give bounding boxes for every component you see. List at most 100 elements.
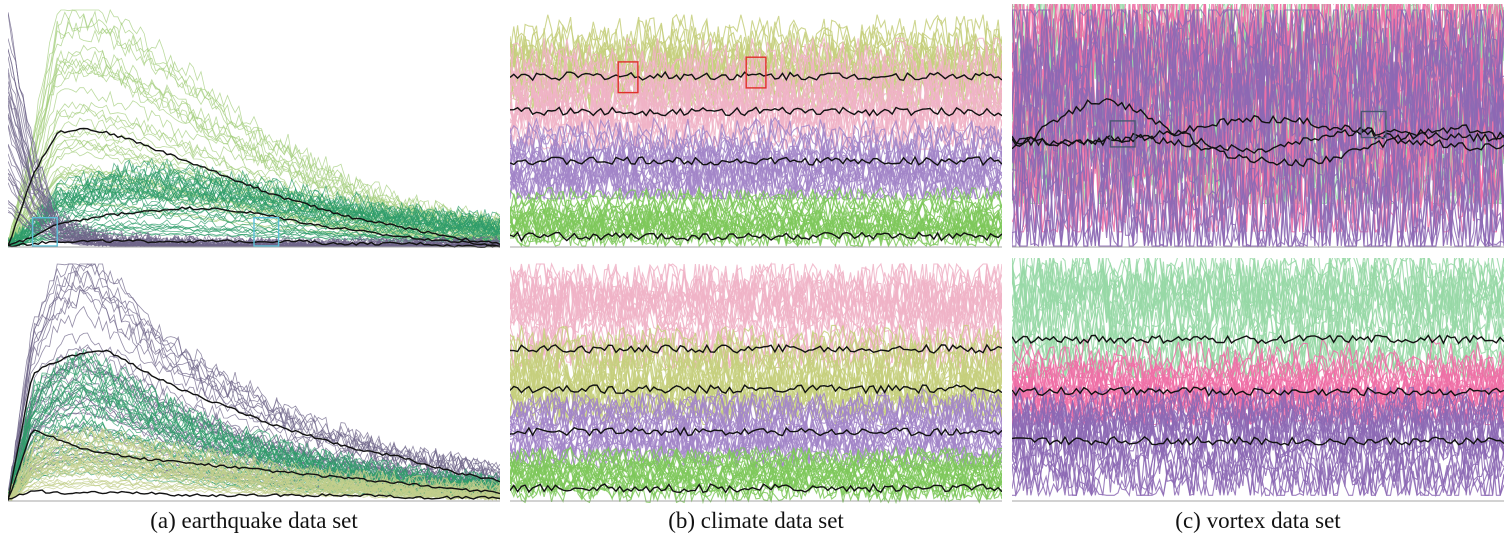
earthquake-bottom-median-2: [8, 489, 500, 500]
vortex-bottom-band-1: [1012, 378, 1504, 424]
climate-bottom-chart: [510, 258, 1002, 504]
vortex-bottom-chart: [1012, 258, 1504, 504]
vortex-top-band-2: [1012, 9, 1504, 154]
climate-top-band-3: [510, 185, 1002, 215]
earthquake-bottom-series-0: [8, 263, 500, 497]
climate-bottom-band-2: [510, 390, 1002, 429]
climate-top-chart: [510, 4, 1002, 250]
earthquake-top-series-1: [8, 157, 500, 247]
earthquake-top-chart: [8, 4, 500, 250]
earthquake-top-series-1: [8, 186, 500, 247]
climate-top-median-0: [510, 70, 1002, 82]
earthquake-bottom-series-2: [8, 452, 500, 501]
climate-top-band-3: [510, 203, 1002, 234]
vortex-top-band-2: [1012, 142, 1504, 248]
climate-top-median-2: [510, 155, 1002, 167]
earthquake-bottom-chart: [8, 258, 500, 504]
climate-bottom-band-3: [510, 460, 1002, 488]
climate-bottom-band-2: [510, 391, 1002, 429]
earthquake-top-series-1: [8, 188, 500, 247]
earthquake-bottom-series-2: [8, 426, 500, 502]
climate-bottom-band-3: [510, 446, 1002, 475]
vortex-bottom-median-2: [1012, 435, 1504, 447]
vortex-bottom-band-1: [1012, 337, 1504, 382]
earthquake-bottom-series-1: [8, 348, 500, 501]
vortex-top-band-2: [1012, 134, 1504, 248]
vortex-caption: (c) vortex data set: [1175, 508, 1341, 533]
vortex-bottom-band-0: [1012, 306, 1504, 374]
highlight-box-0: [31, 216, 58, 247]
climate-top-band-1: [510, 73, 1002, 134]
vortex-bottom-band-0: [1012, 265, 1504, 332]
earthquake-top-median-0: [8, 127, 500, 246]
earthquake-caption: (a) earthquake data set: [150, 508, 358, 533]
vortex-bottom-median-1: [1012, 386, 1504, 397]
vortex-bottom-band-0: [1012, 293, 1504, 361]
climate-top-band-2: [510, 164, 1002, 201]
earthquake-bottom-series-2: [8, 449, 500, 500]
climate-bottom-band-3: [510, 461, 1002, 489]
climate-bottom-band-3: [510, 476, 1002, 504]
earthquake-bottom-series-0: [8, 269, 500, 501]
climate-top-band-2: [510, 132, 1002, 173]
earthquake-bottom-series-2: [8, 432, 500, 499]
highlight-box-1: [745, 56, 767, 89]
earthquake-bottom-series-0: [8, 289, 500, 501]
vortex-bottom-band-1: [1012, 370, 1504, 416]
climate-bottom-median-3: [510, 483, 1002, 494]
vortex-bottom-band-1: [1012, 361, 1504, 407]
earthquake-bottom-median-0: [8, 349, 500, 501]
vortex-bottom-band-0: [1012, 258, 1504, 325]
earthquake-bottom-series-2: [8, 463, 500, 501]
vortex-bottom-band-2: [1012, 455, 1504, 497]
vortex-top-median-2: [1012, 124, 1504, 168]
climate-bottom-band-2: [510, 392, 1002, 431]
climate-top-band-2: [510, 125, 1002, 166]
climate-top-band-2: [510, 117, 1002, 159]
climate-top-band-2: [510, 137, 1002, 179]
climate-bottom-band-1: [510, 323, 1002, 373]
earthquake-top-series-0: [8, 167, 500, 247]
vortex-top-band-2: [1012, 36, 1504, 179]
climate-top-median-1: [510, 106, 1002, 117]
climate-top-median-3: [510, 231, 1002, 243]
climate-top-band-0: [510, 17, 1002, 65]
climate-top-band-2: [510, 137, 1002, 179]
climate-bottom-band-1: [510, 332, 1002, 385]
earthquake-top-series-1: [8, 185, 500, 247]
climate-bottom-median-2: [510, 426, 1002, 437]
earthquake-bottom-series-2: [8, 462, 500, 501]
earthquake-bottom-median-1: [8, 429, 500, 500]
earthquake-bottom-series-0: [8, 305, 500, 496]
climate-bottom-band-0: [510, 288, 1002, 341]
climate-bottom-band-1: [510, 355, 1002, 407]
vortex-bottom-band-0: [1012, 266, 1504, 333]
climate-top-band-3: [510, 215, 1002, 245]
earthquake-top-series-1: [8, 196, 500, 247]
highlight-box-1: [1360, 110, 1387, 139]
vortex-bottom-band-0: [1012, 258, 1504, 309]
vortex-top-band-2: [1012, 8, 1504, 101]
climate-bottom-band-3: [510, 445, 1002, 473]
vortex-bottom-band-2: [1012, 386, 1504, 441]
highlight-box-0: [1109, 120, 1136, 148]
climate-bottom-band-2: [510, 396, 1002, 435]
climate-top-band-0: [510, 13, 1002, 60]
climate-bottom-band-3: [510, 456, 1002, 484]
vortex-bottom-band-2: [1012, 429, 1504, 487]
earthquake-top-series-0: [8, 18, 500, 247]
earthquake-bottom-series-1: [8, 355, 500, 499]
earthquake-top-series-0: [8, 8, 500, 246]
vortex-top-band-2: [1012, 7, 1504, 110]
vortex-top-median-0: [1012, 98, 1504, 154]
vortex-bottom-band-2: [1012, 405, 1504, 464]
vortex-bottom-band-0: [1012, 275, 1504, 342]
earthquake-top-series-1: [8, 159, 500, 247]
climate-top-band-1: [510, 97, 1002, 152]
vortex-bottom-band-1: [1012, 344, 1504, 388]
earthquake-top-series-1: [8, 182, 500, 247]
vortex-top-chart: [1012, 4, 1504, 250]
vortex-bottom-band-2: [1012, 384, 1504, 436]
climate-top-band-2: [510, 168, 1002, 201]
highlight-box-1: [253, 216, 280, 247]
